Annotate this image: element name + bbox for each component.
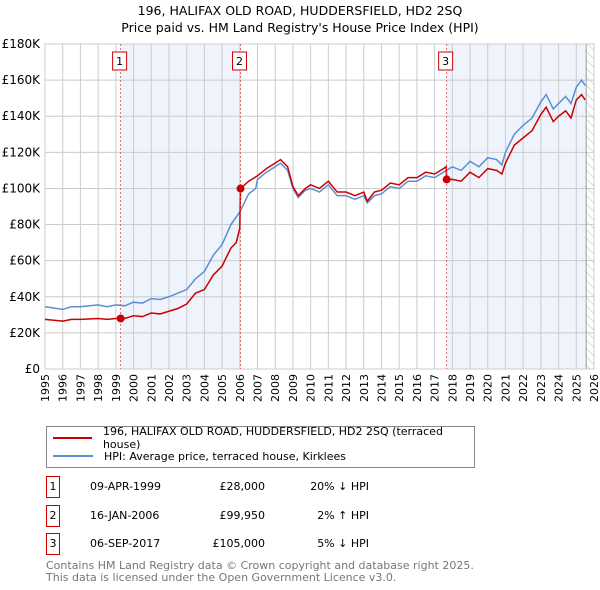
x-tick-label: 2019: [464, 374, 477, 402]
shaded-period: [446, 44, 586, 369]
x-tick-label: 2005: [216, 374, 229, 402]
sale-num: 3: [46, 533, 60, 555]
sale-num: 2: [46, 505, 60, 527]
y-tick-label: £180K: [2, 37, 42, 51]
series-line: [44, 78, 586, 311]
footer: Contains HM Land Registry data © Crown c…: [46, 560, 474, 584]
chart-title: 196, HALIFAX OLD ROAD, HUDDERSFIELD, HD2…: [137, 3, 463, 18]
legend-red-line: [53, 437, 92, 439]
y-tick-label: £60K: [9, 254, 41, 268]
plot-border: [44, 43, 595, 370]
sale-date: 16-JAN-2006: [90, 509, 160, 522]
sale-row: 2 16-JAN-2006 £99,950 2% ↑ HPI: [46, 505, 376, 527]
sale-point: [116, 314, 125, 323]
x-tick-label: 2016: [411, 374, 424, 402]
y-tick-label: £140K: [2, 109, 42, 123]
y-tick-label: £20K: [9, 326, 41, 340]
x-tick-label: 2009: [287, 374, 300, 402]
y-tick-label: £100K: [2, 181, 42, 195]
x-tick-label: 2015: [393, 374, 406, 402]
shaded-period: [120, 44, 241, 369]
x-tick-label: 1999: [110, 374, 123, 402]
x-tick-label: 1998: [92, 374, 105, 402]
x-tick-label: 2010: [305, 374, 318, 402]
x-tick-label: 2008: [269, 374, 282, 402]
x-tick-label: 2013: [358, 374, 371, 402]
sale-label: 1: [116, 55, 123, 68]
x-tick-label: 2025: [570, 374, 583, 402]
sale-date: 09-APR-1999: [90, 480, 162, 493]
legend: 196, HALIFAX OLD ROAD, HUDDERSFIELD, HD2…: [46, 425, 475, 468]
chart-subtitle: Price paid vs. HM Land Registry's House …: [121, 20, 479, 35]
x-tick-label: 1997: [74, 374, 87, 402]
footer-line1: Contains HM Land Registry data © Crown c…: [46, 559, 474, 572]
future-hatch: [585, 44, 594, 369]
x-tick-label: 1996: [57, 374, 70, 402]
x-tick-label: 2024: [553, 374, 566, 402]
x-tick-label: 2022: [517, 374, 530, 402]
x-tick-label: 2021: [499, 374, 512, 402]
sale-hpi: 20% ↓ HPI: [310, 480, 369, 493]
sale-price: £105,000: [212, 537, 266, 550]
series-line: [44, 93, 586, 322]
legend-blue-line: [53, 455, 93, 457]
x-tick-label: 2014: [375, 374, 388, 402]
sale-hpi: 5% ↓ HPI: [317, 537, 369, 550]
x-tick-label: 2007: [252, 374, 265, 402]
x-tick-label: 2004: [198, 374, 211, 402]
y-tick-label: £80K: [9, 218, 41, 232]
x-tick-label: 2012: [340, 374, 353, 402]
sale-point: [236, 184, 245, 193]
x-tick-label: 2011: [322, 374, 335, 402]
sale-date: 06-SEP-2017: [90, 537, 161, 550]
x-tick-label: 2018: [446, 374, 459, 402]
sale-label-box: [438, 51, 454, 71]
y-tick-label: £0: [25, 362, 40, 376]
sale-label: 2: [236, 55, 243, 68]
x-tick-label: 2026: [588, 374, 600, 402]
x-tick-label: 2006: [234, 374, 247, 402]
x-tick-label: 2002: [163, 374, 176, 402]
sale-label: 3: [442, 55, 449, 68]
x-tick-label: 2020: [482, 374, 495, 402]
y-tick-label: £40K: [9, 290, 41, 304]
sale-num: 1: [46, 476, 60, 498]
sale-row: 1 09-APR-1999 £28,000 20% ↓ HPI: [46, 476, 376, 498]
sale-row: 3 06-SEP-2017 £105,000 5% ↓ HPI: [46, 533, 376, 555]
x-tick-label: 2023: [535, 374, 548, 402]
sale-price: £28,000: [219, 480, 266, 493]
x-tick-label: 2001: [145, 374, 158, 402]
sale-point: [442, 175, 451, 184]
sale-label-box: [232, 51, 248, 71]
legend-hpi: HPI: Average price, terraced house, Kirk…: [104, 449, 347, 463]
x-tick-label: 2017: [429, 374, 442, 402]
y-tick-label: £160K: [2, 73, 42, 87]
price-chart: 1995 1996 1997 1998 1999 2000 2001 2002 2003 2004…: [2, 37, 600, 402]
x-tick-label: 2003: [181, 374, 194, 402]
sale-hpi: 2% ↑ HPI: [317, 509, 369, 522]
sale-label-box: [112, 51, 128, 71]
sale-price: £99,950: [219, 509, 266, 522]
x-tick-label: 2000: [128, 374, 141, 402]
x-tick-label: 1995: [39, 374, 52, 402]
footer-line2: This data is licensed under the Open Gov…: [46, 571, 397, 584]
y-tick-label: £120K: [2, 145, 42, 159]
legend-property: 196, HALIFAX OLD ROAD, HUDDERSFIELD, HD2…: [102, 425, 443, 451]
